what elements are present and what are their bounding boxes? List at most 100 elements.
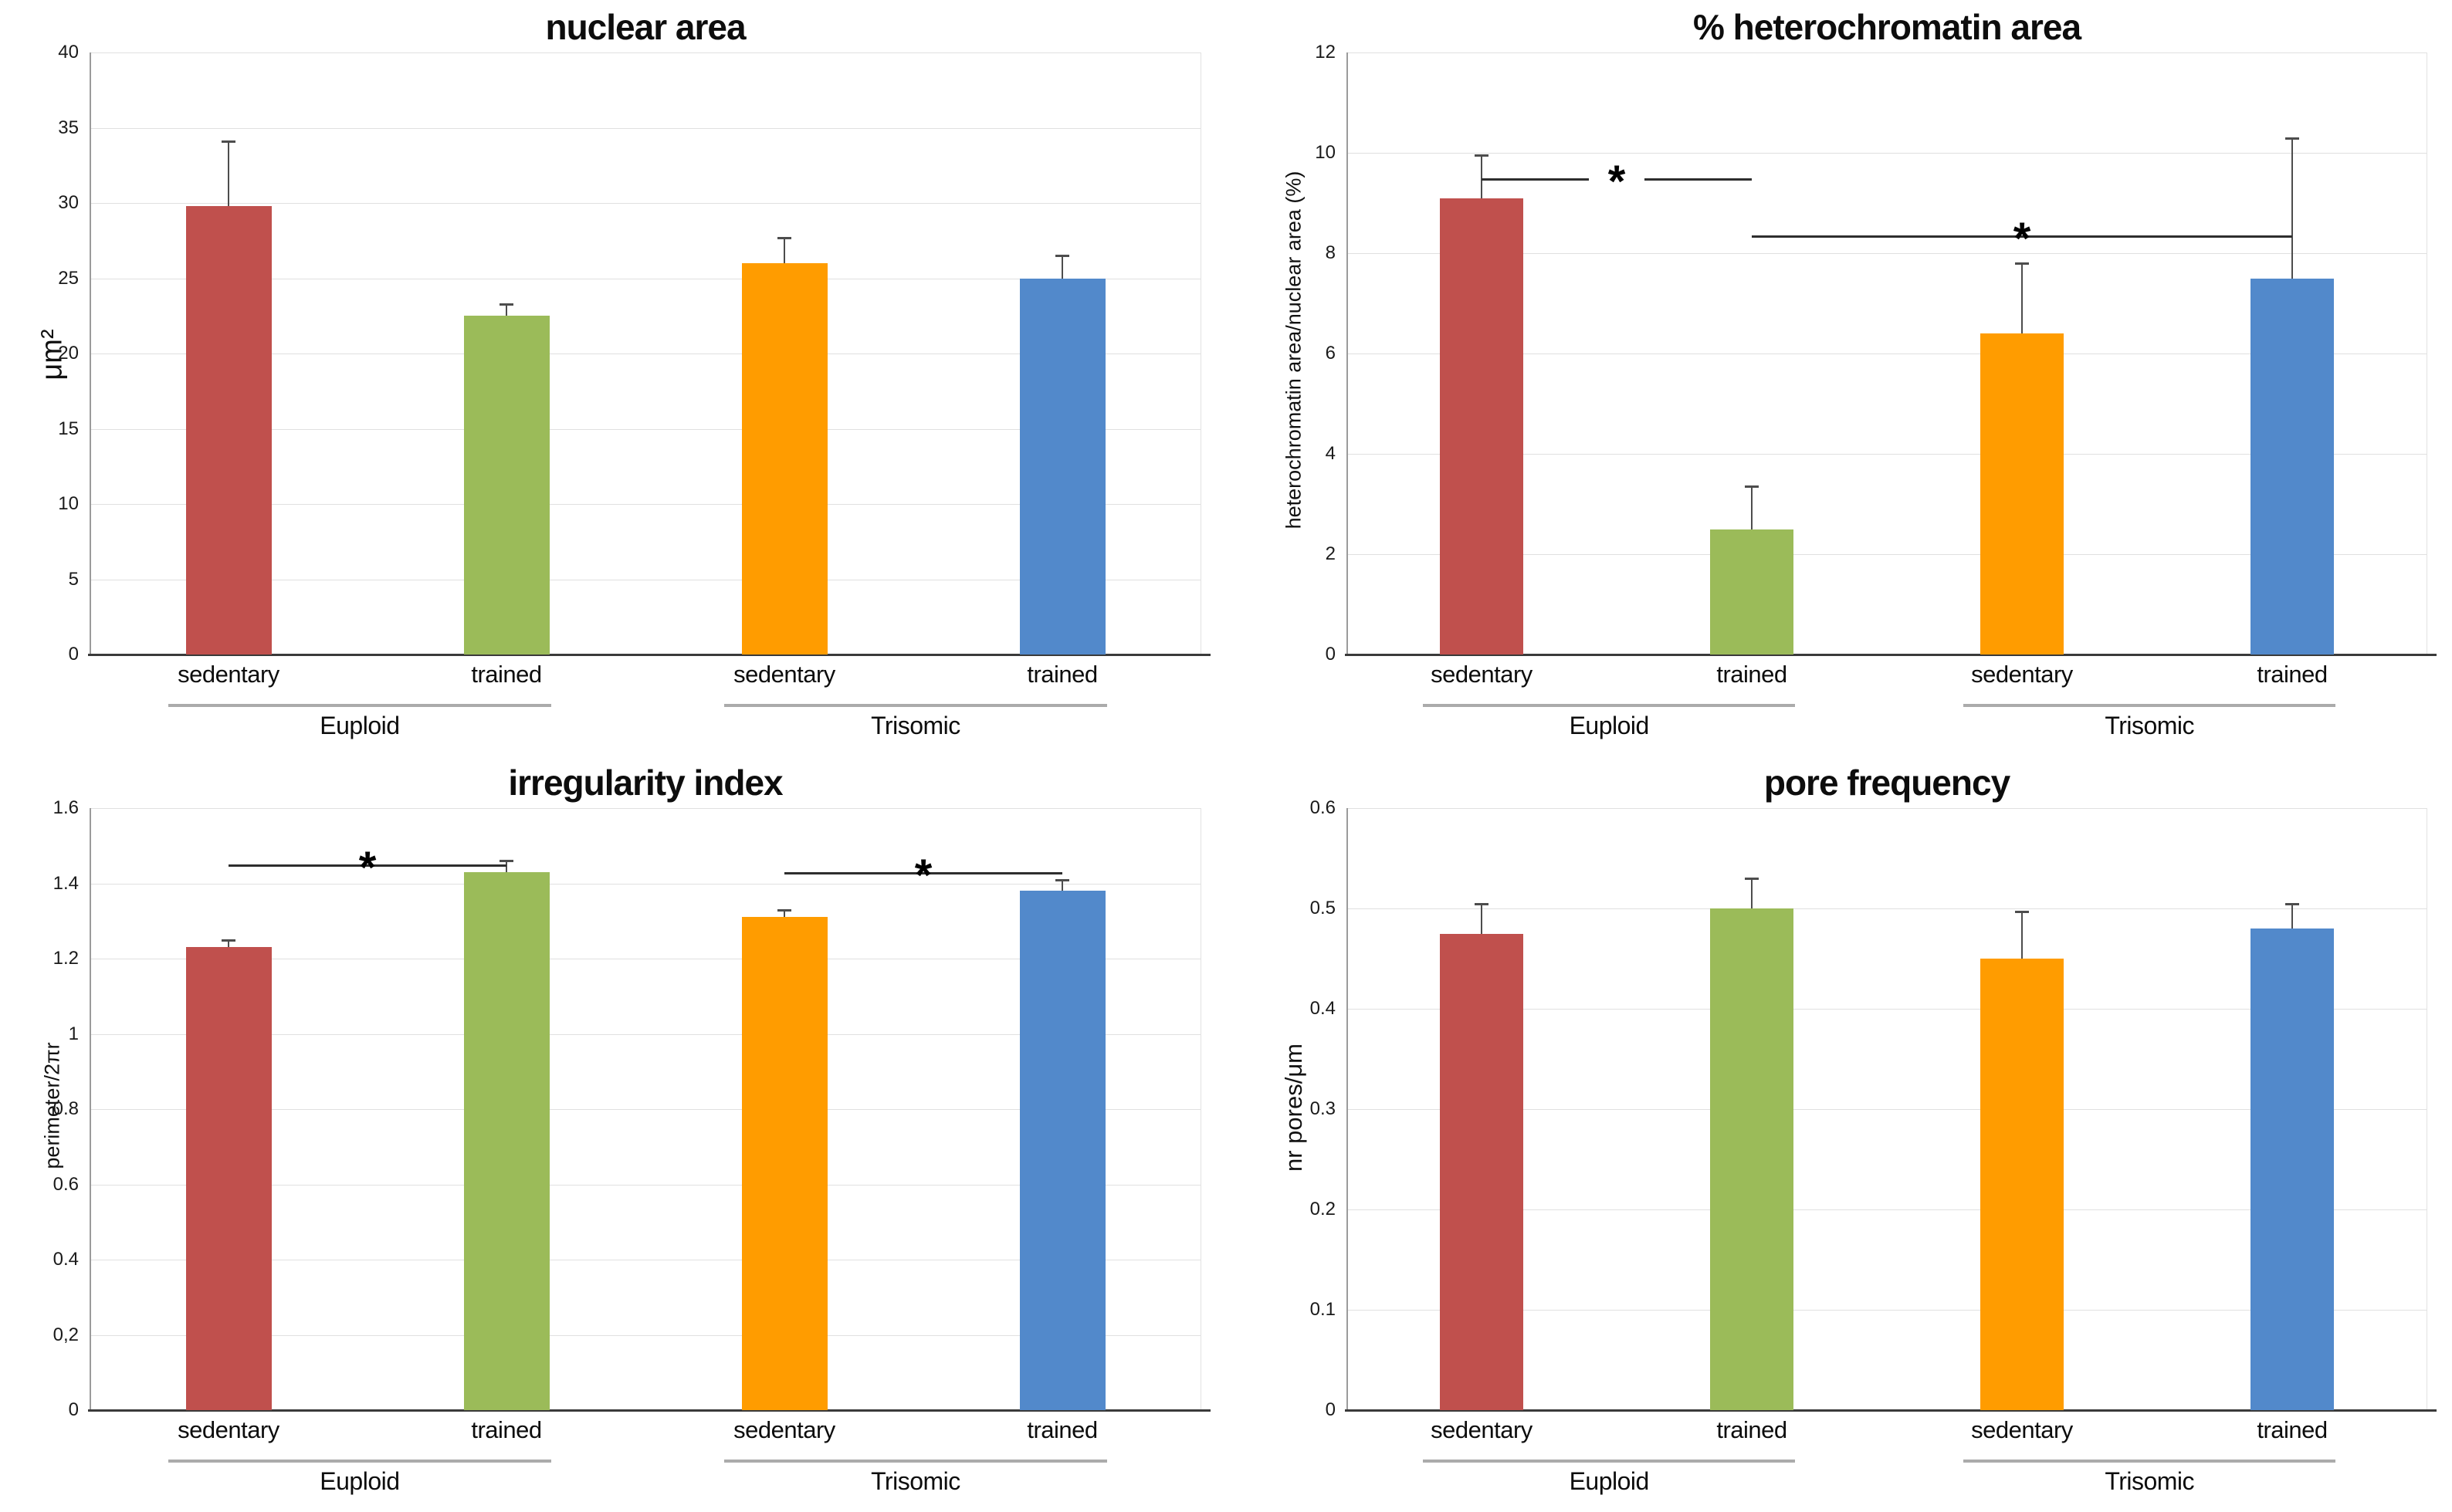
group-label-euploid: Euploid: [320, 712, 400, 739]
y-tick-label: 0.3: [1309, 1098, 1336, 1119]
x-category-label: sedentary: [733, 661, 835, 688]
x-category-label: sedentary: [178, 661, 279, 688]
significance-line: [784, 871, 1062, 874]
y-tick-label: 0.5: [1309, 898, 1336, 918]
bar-trisomic-trained: [1019, 891, 1106, 1410]
panel-pore-frequency: pore frequency nr pores/μm 0.6 0.5 0.4 0.3 0…: [1226, 756, 2452, 1511]
y-tick-label: 1: [68, 1023, 79, 1044]
error-bar-cap: [2015, 262, 2029, 265]
gridline: [1346, 554, 2427, 555]
gridline: [1346, 1209, 2427, 1210]
y-tick-label: 0: [1325, 1399, 1336, 1420]
y-tick-label: 10: [1315, 142, 1336, 163]
error-bar: [2021, 911, 2023, 959]
gridline: [1346, 153, 2427, 154]
plot-area: [1345, 808, 2437, 1412]
error-bar-cap: [500, 860, 513, 863]
gridline: [90, 353, 1201, 354]
x-category-label: sedentary: [1971, 1416, 2073, 1443]
group-underline: [168, 1460, 551, 1463]
y-tick-label: 6: [1325, 343, 1336, 364]
error-bar-cap: [1745, 485, 1759, 489]
gridline: [1346, 908, 2427, 909]
bar-euploid-trained: [1710, 529, 1793, 655]
gridline: [90, 808, 1201, 809]
panel-heterochromatin-area: % heterochromatin area heterochromatin a…: [1226, 0, 2452, 756]
y-tick-label: 12: [1315, 42, 1336, 63]
y-tick-label: 0: [68, 644, 79, 665]
error-bar: [784, 237, 785, 263]
y-tick-label: 4: [1325, 443, 1336, 464]
y-tick-label: 0.4: [1309, 998, 1336, 1019]
x-category-label: trained: [2257, 1416, 2328, 1443]
y-tick-label: 40: [58, 42, 79, 63]
y-tick-label: 15: [58, 418, 79, 439]
y-tick-label: 30: [58, 192, 79, 213]
group-label-trisomic: Trisomic: [871, 712, 960, 739]
x-category-label: sedentary: [1971, 661, 2073, 688]
significance-line: [1752, 235, 2292, 238]
error-bar: [2291, 137, 2293, 279]
y-tick-label: 0.8: [52, 1098, 79, 1119]
group-underline: [724, 704, 1107, 707]
gridline: [1346, 808, 2427, 809]
significance-line: [1482, 178, 1589, 181]
y-tick-label: 1.2: [52, 948, 79, 969]
group-underline: [1963, 1460, 2335, 1463]
error-bar-cap: [777, 908, 791, 912]
y-tick-label: 0: [1325, 644, 1336, 665]
gridline: [90, 52, 1201, 53]
gridline: [1346, 253, 2427, 254]
x-category-label: sedentary: [178, 1416, 279, 1443]
gridline: [90, 1109, 1201, 1110]
gridline: [90, 1033, 1201, 1035]
panel-irregularity-index: irregularity index perimeter/2πr * * 1.6 1…: [0, 756, 1226, 1511]
group-label-euploid: Euploid: [1569, 1467, 1650, 1495]
x-axis-line: [88, 1409, 1211, 1412]
bar-euploid-trained: [463, 871, 550, 1410]
gridline: [90, 883, 1201, 885]
group-label-trisomic: Trisomic: [2105, 1467, 2195, 1495]
bar-euploid-trained: [1710, 908, 1793, 1410]
y-tick-label: 0.2: [1309, 1199, 1336, 1219]
error-bar: [1751, 486, 1753, 529]
error-bar-cap: [1055, 878, 1069, 881]
x-category-label: sedentary: [733, 1416, 835, 1443]
y-tick-label: 10: [58, 493, 79, 514]
bar-trisomic-sedentary: [741, 263, 828, 655]
chart-title: % heterochromatin area: [1692, 7, 2081, 47]
error-bar: [1481, 155, 1482, 198]
y-axis-line: [1346, 808, 1348, 1410]
group-underline: [724, 1460, 1107, 1463]
y-tick-label: 0: [68, 1399, 79, 1420]
error-bar: [1062, 255, 1063, 279]
y-axis-line: [90, 52, 91, 655]
gridline: [1346, 353, 2427, 354]
error-bar: [2021, 263, 2023, 333]
bar-trisomic-trained: [1019, 278, 1106, 655]
gridline: [1346, 52, 2427, 53]
bar-euploid-sedentary: [1440, 933, 1523, 1410]
x-category-label: trained: [471, 1416, 542, 1443]
y-tick-label: 0.6: [52, 1173, 79, 1195]
chart-title: irregularity index: [508, 763, 783, 803]
error-bar-cap: [1475, 902, 1488, 905]
y-tick-label: 1.6: [52, 797, 79, 818]
bar-euploid-sedentary: [185, 947, 272, 1410]
y-tick-label: 5: [68, 568, 79, 590]
error-bar-cap: [2015, 910, 2029, 913]
significance-asterisk: *: [914, 850, 933, 901]
group-underline: [1423, 1460, 1795, 1463]
error-bar-cap: [222, 140, 235, 144]
error-bar: [228, 939, 229, 948]
x-category-label: sedentary: [1431, 1416, 1532, 1443]
x-category-label: trained: [1716, 1416, 1787, 1443]
bar-euploid-sedentary: [185, 205, 272, 655]
bar-trisomic-trained: [2250, 278, 2334, 655]
bar-trisomic-sedentary: [741, 917, 828, 1410]
plot-area: * *: [1345, 52, 2437, 656]
gridline: [90, 428, 1201, 430]
error-bar: [2291, 903, 2293, 929]
group-underline: [168, 704, 551, 707]
